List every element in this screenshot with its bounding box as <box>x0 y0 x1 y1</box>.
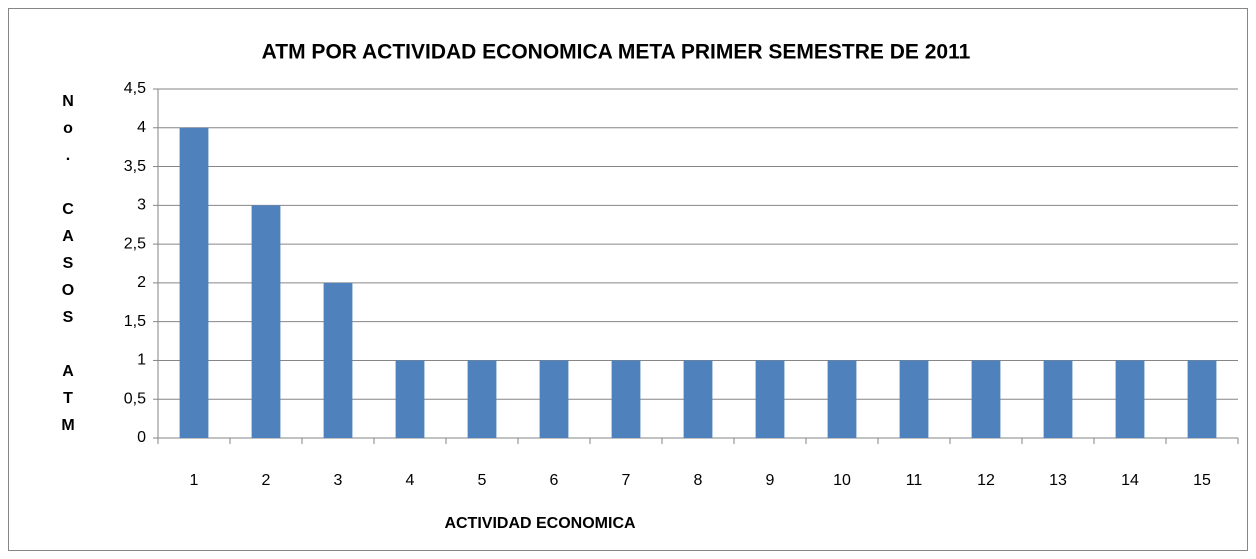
x-tick-label: 2 <box>262 472 271 489</box>
y-tick-label: 4,5 <box>124 80 146 97</box>
y-tick-label: 2 <box>137 274 146 291</box>
x-axis-title: ACTIVIDAD ECONOMICA <box>444 515 636 532</box>
x-tick-label: 1 <box>190 472 199 489</box>
y-tick-label: 3,5 <box>124 158 146 175</box>
y-tick-label: 0 <box>137 429 146 446</box>
x-tick-label: 9 <box>766 472 775 489</box>
y-tick-label: 1 <box>137 352 146 369</box>
chart-title: ATM POR ACTIVIDAD ECONOMICA META PRIMER … <box>262 41 971 64</box>
bar <box>1043 360 1073 438</box>
x-tick-label: 6 <box>550 472 559 489</box>
bar <box>971 360 1001 438</box>
bar <box>467 360 497 438</box>
x-tick-label: 13 <box>1049 472 1067 489</box>
bar <box>395 360 425 438</box>
x-tick-label: 15 <box>1193 472 1211 489</box>
bar <box>755 360 785 438</box>
x-tick-label: 3 <box>334 472 343 489</box>
bar <box>539 360 569 438</box>
x-tick-label: 11 <box>906 472 923 489</box>
bar <box>323 282 353 438</box>
y-tick-label: 4 <box>137 119 146 136</box>
bar <box>179 127 209 439</box>
bar <box>827 360 857 438</box>
bar <box>611 360 641 438</box>
y-tick-label: 1,5 <box>124 313 146 330</box>
bar <box>683 360 713 438</box>
x-tick-label: 4 <box>406 472 415 489</box>
y-tick-label: 0,5 <box>124 390 146 407</box>
x-tick-label: 10 <box>833 472 851 489</box>
chart-border <box>8 8 1248 551</box>
x-tick-label: 8 <box>694 472 703 489</box>
x-tick-label: 12 <box>977 472 995 489</box>
bar <box>251 205 281 438</box>
x-tick-label: 14 <box>1121 472 1139 489</box>
x-tick-label: 5 <box>478 472 487 489</box>
y-tick-label: 3 <box>137 197 146 214</box>
bar <box>899 360 929 438</box>
bar <box>1115 360 1145 438</box>
y-axis-title: No. CASOS ATM <box>60 93 77 444</box>
y-tick-label: 2,5 <box>124 235 146 252</box>
bar <box>1187 360 1217 438</box>
x-tick-label: 7 <box>622 472 631 489</box>
